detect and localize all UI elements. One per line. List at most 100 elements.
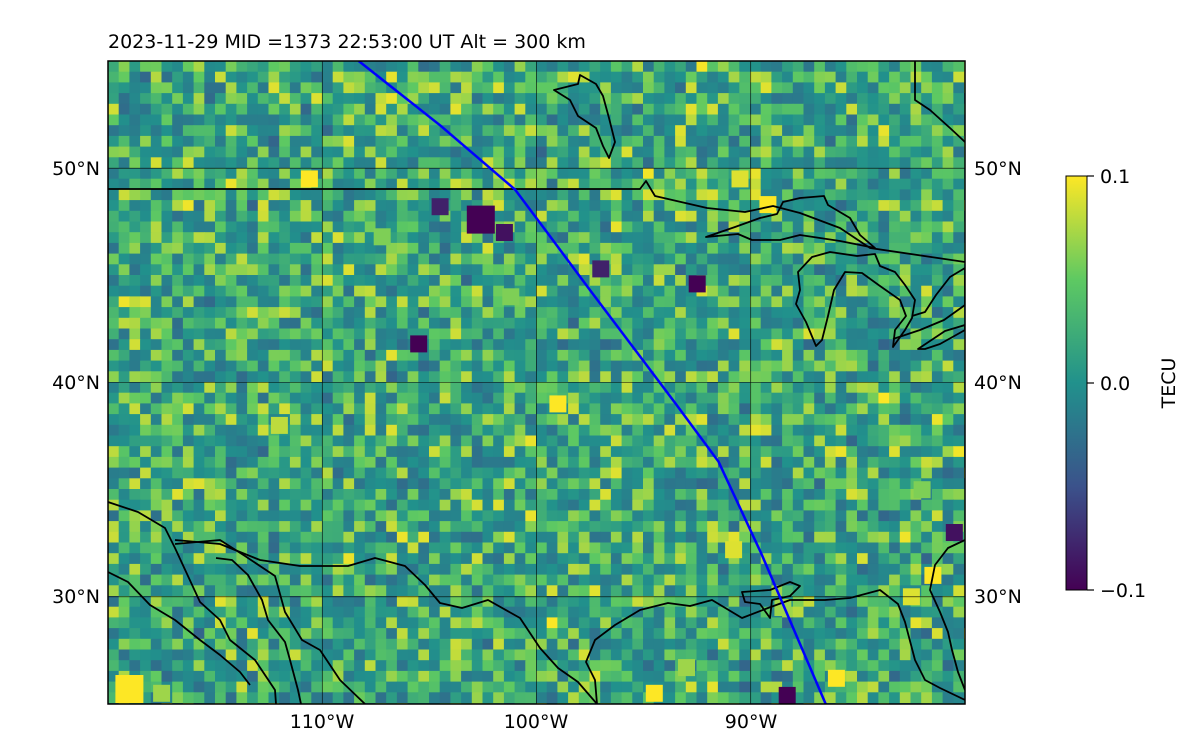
tec-cell [268, 670, 280, 683]
tec-cell [792, 574, 805, 586]
tec-cell [193, 178, 205, 190]
tec-cell [664, 360, 676, 372]
tec-cell [621, 660, 633, 672]
tec-cell [750, 189, 762, 201]
tec-cell [375, 574, 387, 586]
tec-cell [215, 264, 227, 276]
tec-cell [161, 242, 173, 255]
tec-cell [685, 638, 698, 651]
tec-cell [857, 221, 869, 233]
tec-cell [643, 638, 655, 651]
tec-cell [386, 660, 398, 672]
tec-cell [493, 563, 505, 576]
tec-cell [653, 168, 665, 180]
tec-cell [910, 264, 922, 276]
tec-cell [568, 563, 580, 576]
tec-cell [899, 264, 912, 276]
tec-cell [857, 478, 869, 490]
tec-cell [792, 670, 805, 683]
tec-cell [471, 285, 484, 297]
tec-cell [354, 82, 366, 94]
tec-cell [728, 403, 740, 415]
tec-cell [375, 125, 387, 137]
tec-cell [878, 692, 890, 704]
tec-cell [354, 628, 366, 640]
tec-cell [664, 307, 676, 319]
tec-cell [792, 285, 805, 297]
tec-cell [739, 82, 751, 94]
tec-cell [311, 285, 323, 297]
tec-cell [931, 307, 944, 319]
tec-cell [375, 296, 387, 308]
tec-cell [675, 103, 687, 116]
tec-cell [236, 157, 248, 169]
tec-cell [118, 82, 130, 94]
tec-cell [760, 574, 772, 586]
tec-cell [429, 82, 441, 94]
tec-cell [643, 414, 655, 426]
tec-cell [525, 360, 537, 372]
tec-cell [150, 71, 163, 83]
tec-cell [396, 585, 409, 597]
tec-cell [707, 210, 719, 223]
tec-cell [610, 275, 623, 287]
tec-cell [172, 456, 184, 469]
tec-cell [268, 221, 280, 233]
tec-cell [685, 210, 698, 223]
tec-cell [514, 71, 526, 83]
tec-cell [664, 542, 676, 554]
tec-cell [707, 93, 719, 105]
tec-cell [407, 660, 419, 672]
tec-cell [578, 307, 591, 319]
tec-cell [835, 414, 847, 426]
tec-cell [215, 638, 227, 651]
tec-cell [118, 146, 130, 158]
tec-cell [921, 135, 933, 148]
tec-cell [172, 414, 184, 426]
tec-cell [364, 349, 377, 362]
tec-cell [931, 553, 944, 565]
tec-cell [236, 446, 248, 458]
tec-cell [279, 221, 291, 233]
tec-cell [953, 264, 965, 276]
tec-cell [610, 125, 623, 137]
tec-cell [600, 521, 612, 533]
tec-cell [332, 307, 344, 319]
tec-cell [300, 82, 312, 94]
tec-cell [354, 403, 366, 415]
tec-cell [771, 103, 783, 116]
tec-cell [664, 114, 676, 126]
tec-cell [750, 135, 762, 148]
tec-cell [161, 660, 173, 672]
tec-cell [396, 253, 409, 265]
tec-cell [878, 628, 890, 640]
tec-cell [814, 478, 826, 490]
tec-cell [760, 125, 772, 137]
tec-cell [953, 585, 965, 597]
tec-cell [354, 232, 366, 244]
tec-cell [814, 210, 826, 223]
tec-cell [546, 168, 558, 180]
tec-cell [289, 670, 302, 683]
tec-cell [557, 232, 569, 244]
tec-cell [268, 328, 280, 340]
tec-cell [396, 649, 409, 661]
tec-cell [439, 478, 451, 490]
tec-cell [311, 61, 323, 73]
tec-cell [899, 168, 912, 180]
tec-cell [279, 382, 291, 394]
tec-cell [921, 242, 933, 255]
tec-cell [364, 93, 377, 105]
tec-cell [354, 467, 366, 479]
tec-cell [878, 349, 890, 362]
tec-cell [910, 232, 922, 244]
tec-cell [418, 210, 430, 223]
tec-cell [289, 296, 302, 308]
tec-cell [921, 168, 933, 180]
tec-cell [803, 221, 815, 233]
tec-cell [846, 403, 858, 415]
tec-cell [632, 574, 644, 586]
tec-cell [760, 563, 772, 576]
tec-cell [610, 531, 623, 544]
tec-cell [707, 446, 719, 458]
